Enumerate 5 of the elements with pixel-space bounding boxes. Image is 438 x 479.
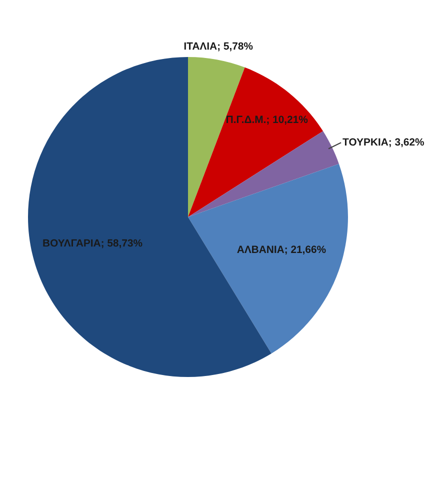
slice-label: ΒΟΥΛΓΑΡΙΑ; 58,73% [43,239,142,248]
slice-label: ΑΛΒΑΝΙΑ; 21,66% [237,246,326,255]
slice-label: ΙΤΑΛΙΑ; 5,78% [184,42,253,52]
slice-label: Π.Γ.Δ.Μ.; 10,21% [226,116,308,125]
slice-label: ΤΟΥΡΚΙΑ; 3,62% [342,138,424,148]
